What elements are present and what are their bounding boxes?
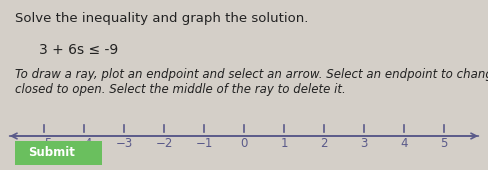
FancyBboxPatch shape [10, 140, 107, 166]
Text: 5: 5 [440, 137, 447, 150]
Text: −1: −1 [195, 137, 213, 150]
Text: −3: −3 [116, 137, 133, 150]
Text: Solve the inequality and graph the solution.: Solve the inequality and graph the solut… [15, 12, 308, 25]
Text: −5: −5 [36, 137, 53, 150]
Text: 4: 4 [400, 137, 407, 150]
Text: 1: 1 [280, 137, 288, 150]
Text: −2: −2 [156, 137, 173, 150]
Text: 3 + 6s ≤ -9: 3 + 6s ≤ -9 [39, 42, 118, 56]
Text: 3: 3 [360, 137, 367, 150]
Text: 0: 0 [240, 137, 248, 150]
Text: Submit: Submit [28, 146, 75, 159]
Text: To draw a ray, plot an endpoint and select an arrow. Select an endpoint to chang: To draw a ray, plot an endpoint and sele… [15, 68, 488, 96]
Text: −4: −4 [76, 137, 93, 150]
Text: 2: 2 [320, 137, 327, 150]
